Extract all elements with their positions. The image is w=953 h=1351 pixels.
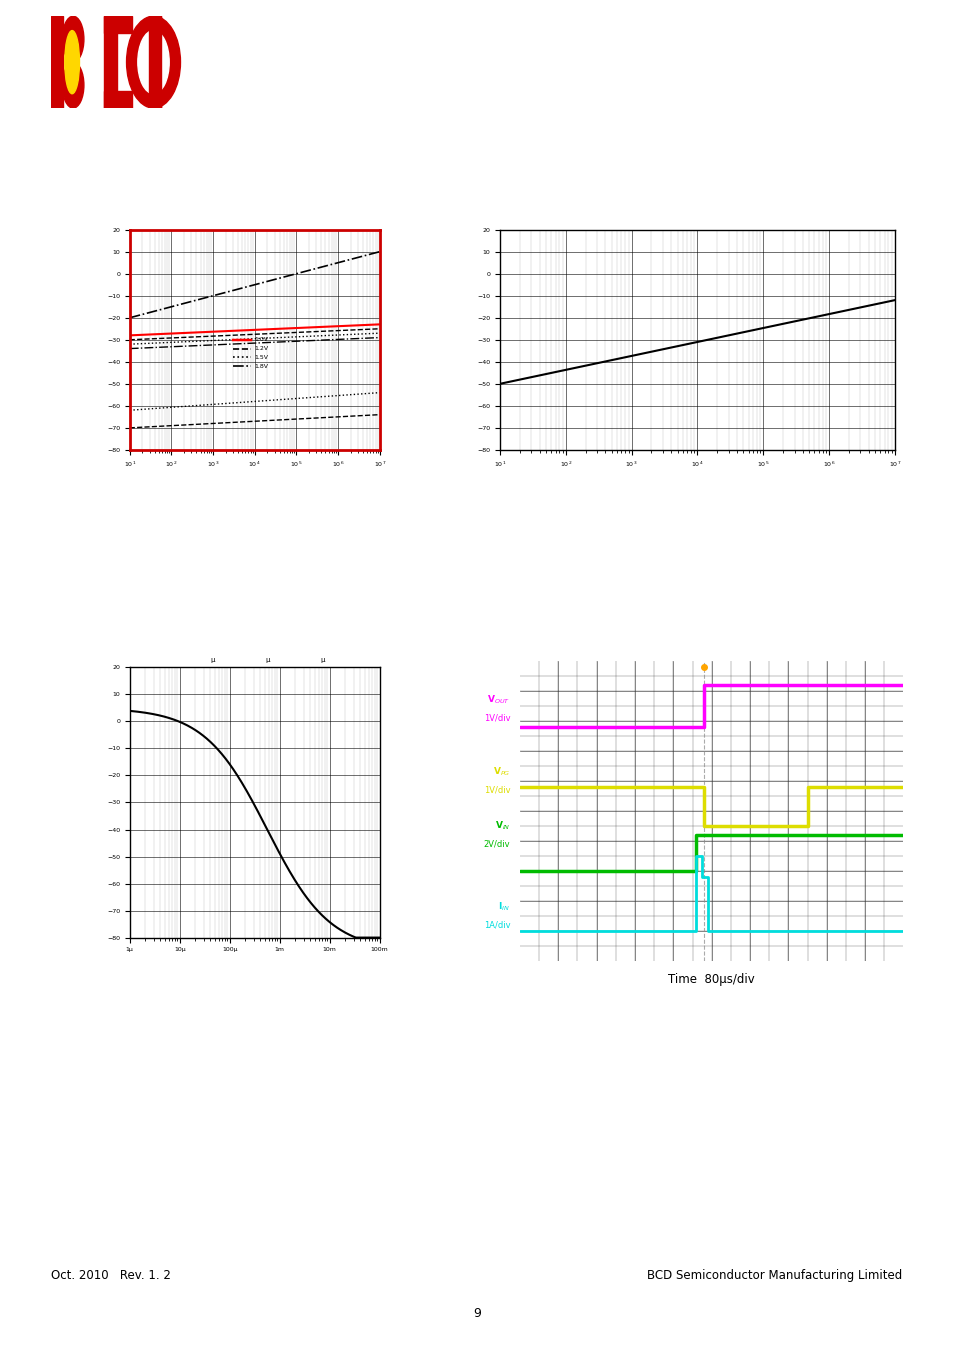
Text: Oct. 2010   Rev. 1. 2: Oct. 2010 Rev. 1. 2 (51, 1269, 171, 1282)
Text: 1V/div: 1V/div (483, 713, 510, 723)
Text: BCD Semiconductor Manufacturing Limited: BCD Semiconductor Manufacturing Limited (646, 1269, 902, 1282)
Text: 1.0V: 1.0V (253, 338, 268, 342)
Ellipse shape (65, 31, 79, 93)
Ellipse shape (137, 31, 169, 93)
Bar (105, 91, 132, 108)
Text: 1.5V: 1.5V (253, 355, 268, 359)
Text: 1.8V: 1.8V (253, 363, 268, 369)
Ellipse shape (127, 16, 180, 108)
Text: I$_{IN}$: I$_{IN}$ (497, 900, 510, 913)
Text: 9: 9 (473, 1306, 480, 1320)
Bar (105, 16, 132, 34)
Bar (51, 16, 63, 108)
Text: 1.2V: 1.2V (253, 346, 268, 351)
Text: μ: μ (210, 657, 214, 663)
Bar (105, 16, 117, 108)
Text: 1V/div: 1V/div (483, 785, 510, 794)
Text: V$_{OUT}$: V$_{OUT}$ (487, 693, 510, 705)
Text: μ: μ (319, 657, 324, 663)
Text: μ: μ (265, 657, 269, 663)
Bar (149, 16, 161, 108)
Text: 2V/div: 2V/div (483, 839, 510, 848)
Text: V$_{IN}$: V$_{IN}$ (495, 819, 510, 832)
Text: V$_{PG}$: V$_{PG}$ (493, 766, 510, 778)
Bar (149, 16, 161, 108)
Ellipse shape (62, 62, 84, 108)
Ellipse shape (62, 16, 84, 62)
Text: Time  80μs/div: Time 80μs/div (668, 973, 754, 986)
Text: 1A/div: 1A/div (483, 920, 510, 929)
